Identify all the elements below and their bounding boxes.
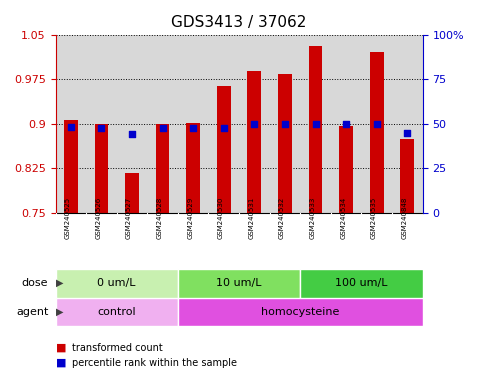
Text: GSM240526: GSM240526 [96,197,101,239]
Point [312,121,319,127]
Bar [400,139,414,213]
Text: 0 um/L: 0 um/L [98,278,136,288]
Bar [278,74,292,213]
Bar [64,120,78,213]
Text: transformed count: transformed count [72,343,163,353]
Point [189,125,197,131]
Text: GSM240534: GSM240534 [340,197,346,239]
Text: agent: agent [16,307,48,317]
Text: ■: ■ [56,358,66,368]
Bar [95,124,108,213]
Bar [339,126,353,213]
Text: percentile rank within the sample: percentile rank within the sample [72,358,238,368]
Text: GSM240848: GSM240848 [401,196,407,239]
Point [342,121,350,127]
Text: control: control [98,307,136,317]
Text: GSM240529: GSM240529 [187,197,193,239]
Text: GSM240527: GSM240527 [126,197,132,239]
Bar [125,173,139,213]
Point [373,121,381,127]
Bar [309,46,323,213]
Point [251,121,258,127]
Point [98,125,105,131]
Point [220,125,227,131]
Bar [247,71,261,213]
Bar [178,298,423,326]
Bar [370,53,384,213]
Bar [56,298,178,326]
Text: GSM240531: GSM240531 [248,196,255,239]
Point [403,130,411,136]
Bar [217,86,231,213]
Text: GSM240530: GSM240530 [218,196,224,239]
Bar [56,269,178,298]
Point [159,125,167,131]
Bar [300,269,423,298]
Text: GSM240532: GSM240532 [279,197,285,239]
Text: ▶: ▶ [56,307,63,317]
Point [128,131,136,137]
Bar [178,269,300,298]
Text: dose: dose [22,278,48,288]
Bar [156,124,170,213]
Text: GSM240525: GSM240525 [65,197,71,238]
Text: GSM240528: GSM240528 [156,197,163,239]
Text: 100 um/L: 100 um/L [335,278,388,288]
Text: homocysteine: homocysteine [261,307,340,317]
Point [67,124,75,130]
Text: GSM240535: GSM240535 [371,197,377,239]
Text: GDS3413 / 37062: GDS3413 / 37062 [171,15,307,30]
Text: 10 um/L: 10 um/L [216,278,262,288]
Bar [186,122,200,213]
Point [281,121,289,127]
Text: ■: ■ [56,343,66,353]
Text: GSM240533: GSM240533 [310,196,315,239]
Text: ▶: ▶ [56,278,63,288]
